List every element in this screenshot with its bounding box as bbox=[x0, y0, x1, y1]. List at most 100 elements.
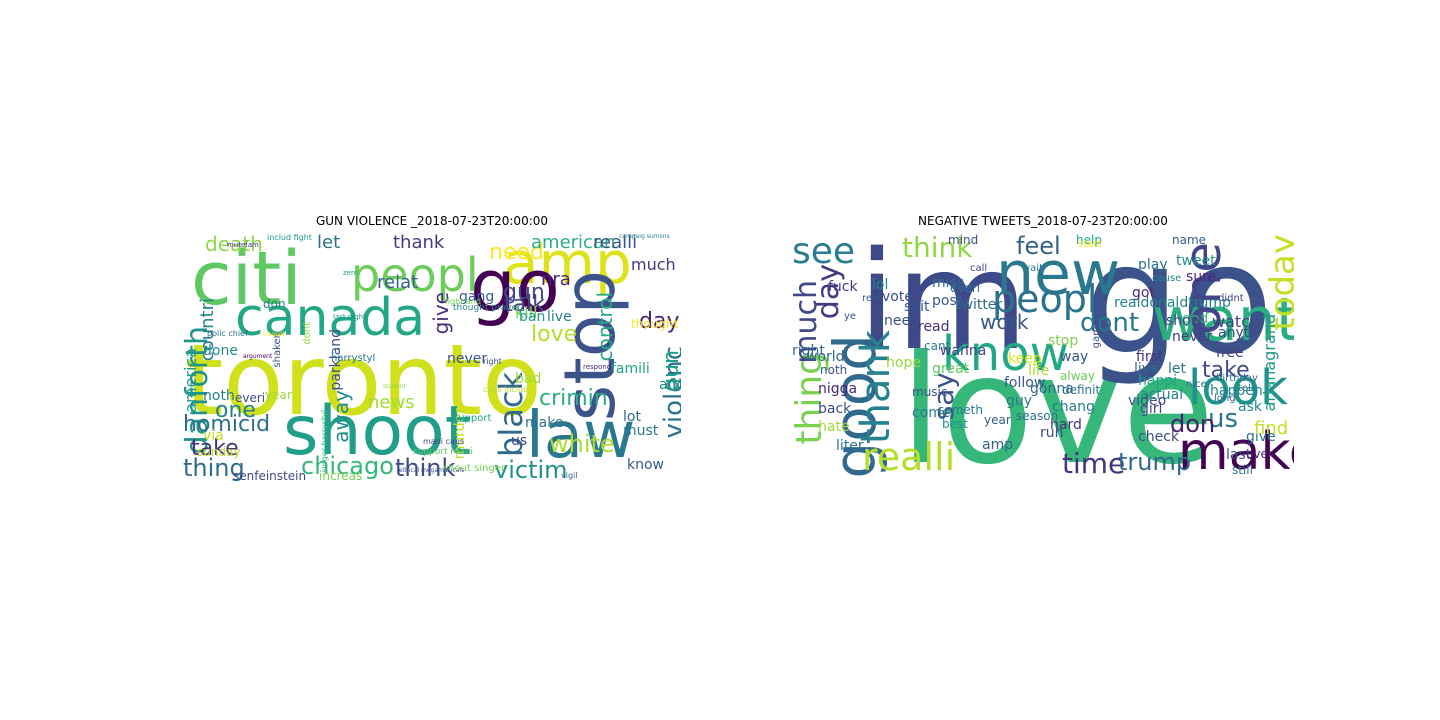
cloud-word: find bbox=[1254, 418, 1289, 439]
cloud-word: ye bbox=[844, 311, 857, 322]
cloud-word: victim bbox=[494, 456, 568, 484]
cloud-word: show bbox=[1166, 313, 1203, 329]
cloud-word: someth bbox=[938, 403, 983, 417]
cloud-word: girl bbox=[1140, 401, 1163, 417]
cloud-word: watch bbox=[1212, 312, 1261, 331]
cloud-word: zero bbox=[343, 269, 358, 277]
cloud-word: must bbox=[623, 423, 659, 439]
cloud-word: last night bbox=[333, 313, 366, 321]
left-panel-title: GUN VIOLENCE _2018-07-23T20:00:00 bbox=[315, 214, 549, 228]
cloud-word: mutefam bbox=[227, 241, 259, 249]
cloud-word: fuck bbox=[828, 279, 858, 295]
cloud-word: wait bbox=[1022, 263, 1044, 274]
cloud-word: nice bbox=[1186, 379, 1207, 390]
cloud-word: much bbox=[631, 255, 676, 274]
cloud-word: wanna bbox=[940, 343, 987, 359]
cloud-word: stop bbox=[1048, 333, 1079, 349]
cloud-word: music bbox=[912, 385, 948, 399]
cloud-word: never bbox=[447, 351, 488, 367]
cloud-word: happen bbox=[1210, 383, 1263, 399]
cloud-word: day bbox=[639, 309, 680, 334]
cloud-word: cause bbox=[1152, 273, 1182, 284]
cloud-word: still bbox=[1232, 463, 1253, 477]
cloud-word: need bbox=[489, 240, 544, 265]
cloud-word: singer harrystyl bbox=[320, 410, 329, 473]
cloud-word: name bbox=[1172, 234, 1207, 247]
cloud-word: support mani bbox=[413, 447, 473, 457]
cloud-word: don bbox=[1170, 410, 1216, 438]
cloud-word: give bbox=[1246, 429, 1276, 445]
cloud-word: keep bbox=[1008, 351, 1042, 367]
cloud-word: live bbox=[547, 309, 572, 325]
cloud-word: love bbox=[900, 324, 1215, 484]
cloud-word: vigil bbox=[561, 471, 578, 480]
cloud-word: american bbox=[531, 234, 616, 253]
cloud-word: relat bbox=[377, 272, 419, 293]
cloud-word: see bbox=[792, 234, 856, 272]
cloud-word: thing bbox=[183, 454, 245, 482]
cloud-word: nigga bbox=[818, 381, 858, 397]
cloud-word: world bbox=[806, 349, 845, 365]
cloud-word: back bbox=[818, 401, 852, 417]
cloud-word: away bbox=[329, 390, 353, 443]
cloud-word: via bbox=[203, 428, 224, 444]
cloud-word: talk bbox=[504, 292, 545, 317]
cloud-word: feel bbox=[1016, 234, 1061, 260]
cloud-word: time bbox=[1062, 447, 1126, 480]
cloud-word: death bbox=[205, 234, 263, 256]
cloud-word: great bbox=[932, 361, 970, 377]
cloud-word: ethical megamusicals bbox=[399, 467, 465, 474]
cloud-word: new bbox=[996, 239, 1121, 309]
cloud-word: hope bbox=[886, 355, 921, 371]
cloud-word: lol bbox=[872, 277, 889, 293]
cloud-word: never bbox=[1172, 329, 1213, 345]
cloud-word: video bbox=[1128, 393, 1167, 409]
cloud-word: long bbox=[1214, 393, 1236, 404]
cloud-word: kill bbox=[515, 303, 538, 322]
cloud-word: miss bbox=[932, 275, 965, 291]
cloud-word: lot bbox=[623, 409, 641, 425]
cloud-word: gonna bbox=[1030, 381, 1074, 397]
cloud-word: take bbox=[191, 436, 239, 461]
cloud-word: shout singer bbox=[443, 463, 506, 474]
cloud-word: trump bbox=[1118, 448, 1192, 476]
cloud-word: need bbox=[884, 313, 919, 329]
cloud-word: amp bbox=[503, 234, 632, 297]
cloud-word: bad bbox=[515, 371, 542, 387]
cloud-word: game bbox=[1091, 320, 1102, 349]
cloud-word: dont bbox=[302, 322, 313, 345]
cloud-word: ban bbox=[519, 309, 546, 325]
cloud-word: thank bbox=[853, 330, 899, 445]
cloud-word: senfeinstein bbox=[233, 469, 307, 483]
cloud-word: definit bbox=[1062, 383, 1101, 397]
cloud-word: anoth bbox=[659, 377, 681, 393]
cloud-word: shoot bbox=[283, 392, 472, 471]
cloud-word: america bbox=[183, 348, 200, 413]
cloud-word: canada bbox=[235, 288, 426, 348]
cloud-word: work bbox=[980, 310, 1029, 334]
cloud-word: thought bbox=[631, 317, 679, 331]
cloud-word: thank bbox=[393, 234, 445, 253]
cloud-word: way bbox=[1060, 349, 1089, 365]
cloud-word: gun bbox=[503, 280, 545, 305]
cloud-word: ask bbox=[1238, 399, 1262, 415]
cloud-word: actual bbox=[1140, 387, 1184, 403]
gun-violence-word-cloud: toronto citi shoot canada law amp go stop peopl c… bbox=[183, 234, 681, 484]
cloud-word: season bbox=[1016, 409, 1059, 423]
cloud-word: one bbox=[215, 398, 256, 423]
cloud-word: hard bbox=[1050, 417, 1082, 433]
cloud-word: campaig sumlins bbox=[619, 234, 670, 240]
cloud-word: ever bbox=[1246, 447, 1273, 461]
cloud-word: caus includ bbox=[483, 385, 529, 394]
cloud-word: life bbox=[1028, 363, 1050, 379]
cloud-word: citi bbox=[191, 236, 302, 322]
cloud-word: control bbox=[593, 292, 617, 362]
cloud-word: shit bbox=[904, 299, 930, 315]
cloud-word: alway bbox=[1060, 369, 1095, 383]
cloud-word: tell bbox=[1238, 383, 1254, 394]
cloud-word: let bbox=[1168, 361, 1186, 377]
cloud-word: check bbox=[1138, 429, 1179, 445]
cloud-word: white bbox=[549, 430, 615, 458]
cloud-word: arianagrand bbox=[1260, 314, 1279, 412]
cloud-word: look bbox=[1188, 360, 1288, 416]
